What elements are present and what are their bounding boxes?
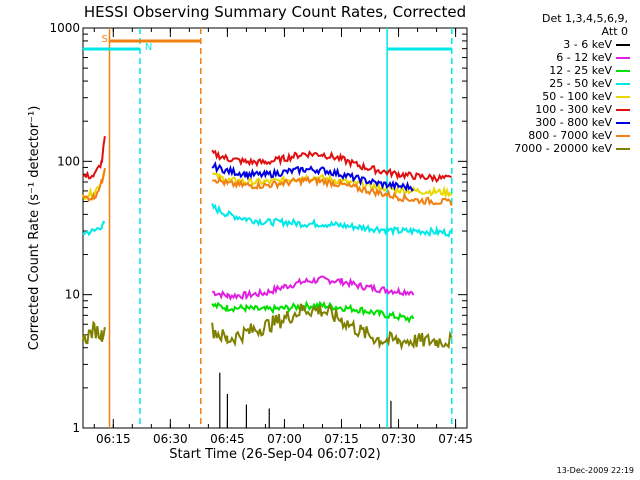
legend-swatch (616, 148, 630, 150)
chart-title: HESSI Observing Summary Count Rates, Cor… (84, 3, 466, 21)
y-tick-label: 10 (65, 288, 80, 302)
x-tick-label: 07:00 (267, 432, 302, 446)
legend-label: 25 - 50 keV (549, 77, 612, 90)
y-tick-label: 1000 (49, 21, 80, 35)
legend-entry: 800 - 7000 keV (486, 129, 634, 142)
legend-label: 6 - 12 keV (556, 51, 612, 64)
x-tick-label: 06:30 (153, 432, 188, 446)
legend-entry: 6 - 12 keV (486, 51, 634, 64)
series-line (212, 275, 415, 302)
x-axis-label: Start Time (26-Sep-04 06:07:02) (169, 447, 380, 462)
legend-entry: 50 - 100 keV (486, 90, 634, 103)
legend-swatch (616, 57, 630, 59)
legend-swatch (616, 44, 630, 46)
legend-label: 300 - 800 keV (535, 116, 612, 129)
legend-label: 800 - 7000 keV (528, 129, 612, 142)
legend-swatch (616, 70, 630, 72)
legend-label: 50 - 100 keV (542, 90, 612, 103)
x-tick-label: 06:15 (96, 432, 131, 446)
legend-entry: 100 - 300 keV (486, 103, 634, 116)
legend-label: 3 - 6 keV (563, 38, 612, 51)
legend-entry: 25 - 50 keV (486, 77, 634, 90)
series-line (212, 175, 453, 207)
legend-swatch (616, 135, 630, 137)
flag-label-n: N (145, 42, 152, 53)
y-axis-label: Corrected Count Rate (s⁻¹ detector⁻¹) (27, 106, 42, 351)
chart-legend: Det 1,3,4,5,6,9, Att 0 3 - 6 keV 6 - 12 k… (486, 12, 634, 155)
legend-label: 100 - 300 keV (535, 103, 612, 116)
legend-entry: 7000 - 20000 keV (486, 142, 634, 155)
legend-entry: 3 - 6 keV (486, 38, 634, 51)
legend-label: 12 - 25 keV (549, 64, 612, 77)
legend-swatch (616, 96, 630, 98)
series-line (81, 320, 106, 345)
series-line (82, 220, 106, 237)
legend-swatch (616, 122, 630, 124)
legend-title-line-2: Att 0 (601, 25, 628, 38)
legend-swatch (616, 109, 630, 111)
y-tick-label: 100 (57, 154, 80, 168)
series-line (211, 303, 453, 351)
x-tick-label: 07:30 (381, 432, 416, 446)
x-tick-label: 06:45 (210, 432, 245, 446)
y-tick-label: 1 (72, 421, 80, 435)
legend-title-line-1: Det 1,3,4,5,6,9, (541, 12, 628, 25)
legend-entry: 300 - 800 keV (486, 116, 634, 129)
legend-swatch (616, 83, 630, 85)
x-tick-label: 07:45 (438, 432, 473, 446)
x-tick-label: 07:15 (324, 432, 359, 446)
legend-label: 7000 - 20000 keV (514, 142, 612, 155)
series-line (211, 160, 415, 192)
generation-timestamp: 13-Dec-2009 22:19 (556, 466, 634, 475)
legend-entry: 12 - 25 keV (486, 64, 634, 77)
series-line (211, 203, 453, 238)
plot-frame (82, 27, 468, 429)
series-line (211, 149, 452, 183)
flag-label-s: S (101, 34, 107, 45)
series-line (82, 167, 106, 203)
series-line (82, 136, 106, 180)
